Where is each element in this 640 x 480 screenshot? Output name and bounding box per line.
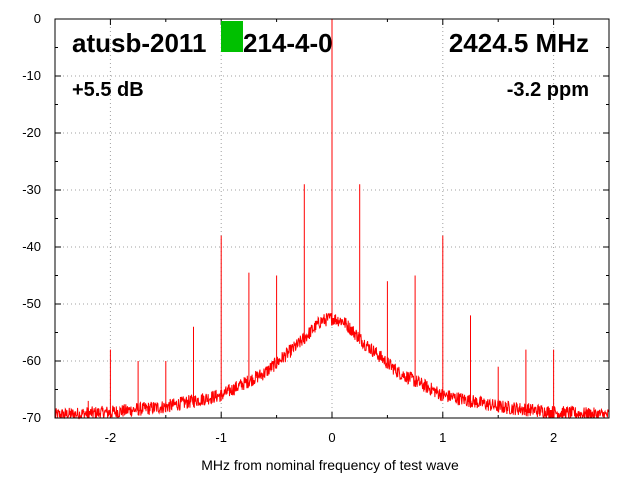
y-tick-label: 0 (34, 11, 41, 26)
x-tick-label: 2 (550, 430, 557, 445)
device-label: atusb-2011 (72, 28, 206, 58)
noise-floor-series (54, 312, 610, 420)
ppm-label: -3.2 ppm (507, 79, 589, 101)
x-tick-label: 1 (439, 430, 446, 445)
frequency-label: 2424.5 MHz (449, 28, 589, 58)
y-tick-label: -60 (22, 353, 41, 368)
y-axis: 0 -10 -20 -30 -40 -50 -60 -70 (22, 11, 609, 425)
plot-frame (54, 18, 610, 419)
x-tick-label: -2 (105, 430, 117, 445)
x-tick-label: -1 (215, 430, 227, 445)
x-axis-label: MHz from nominal frequency of test wave (201, 457, 459, 473)
y-tick-label: -20 (22, 125, 41, 140)
gain-label: +5.5 dB (72, 79, 144, 101)
device-label-tail: 214-4-0 (243, 28, 333, 58)
status-indicator (221, 21, 243, 52)
x-tick-label: 0 (328, 430, 335, 445)
y-tick-label: -50 (22, 296, 41, 311)
noise-floor-line (54, 312, 610, 420)
spur-series (87, 19, 610, 418)
y-tick-label: -70 (22, 410, 41, 425)
y-tick-label: -30 (22, 182, 41, 197)
y-tick-label: -10 (22, 68, 41, 83)
y-tick-label: -40 (22, 239, 41, 254)
